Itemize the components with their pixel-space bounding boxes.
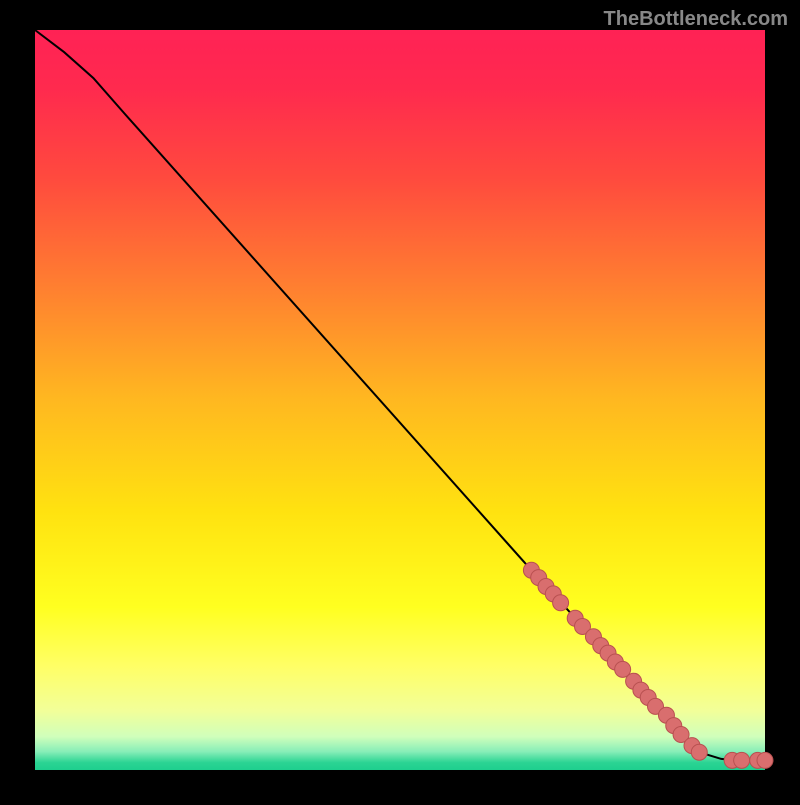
chart-container: TheBottleneck.com — [0, 0, 800, 800]
data-marker — [734, 752, 750, 768]
chart-svg — [0, 0, 800, 800]
watermark: TheBottleneck.com — [604, 8, 788, 31]
data-marker — [757, 752, 773, 768]
plot-background — [35, 30, 765, 770]
data-marker — [553, 595, 569, 611]
data-marker — [691, 744, 707, 760]
